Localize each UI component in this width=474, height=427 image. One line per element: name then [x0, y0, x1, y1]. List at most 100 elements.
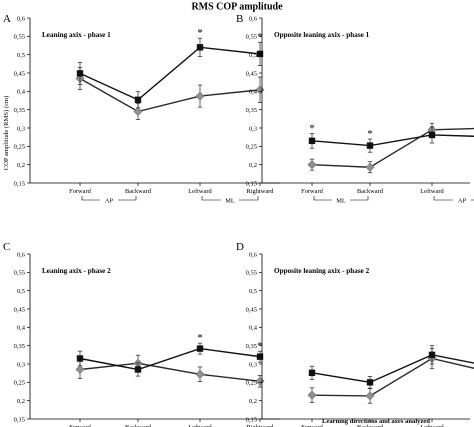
y-tick-label: 0,6	[249, 251, 258, 258]
group-label: AP	[458, 197, 467, 204]
panel-title: Opposite leaning axix - phase 1	[274, 31, 370, 39]
group-bracket-left	[81, 196, 100, 201]
series-square	[308, 345, 474, 389]
y-tick-label: 0,3	[249, 125, 257, 132]
y-tick-label: 0,55	[14, 270, 25, 277]
y-tick-label: 0,4	[17, 89, 26, 96]
chart-panel-c: C Leaning axix - phase 2 0,15 0,2 0,25 0,3 0,3…	[3, 241, 280, 427]
x-tick-label: Forward	[301, 424, 323, 427]
series-line	[79, 77, 261, 113]
y-tick-label: 0,2	[249, 162, 257, 169]
significance-star: *	[257, 31, 263, 43]
x-tick-label: Backward	[125, 424, 152, 427]
y-tick-label: 0,3	[17, 361, 25, 368]
x-tick-label: Forward	[69, 424, 91, 427]
y-tick-label: 0,4	[249, 89, 258, 96]
data-point-square	[428, 131, 436, 139]
data-point-square	[428, 351, 436, 359]
y-tick-label: 0,6	[249, 15, 258, 22]
y-tick-label: 0,15	[246, 180, 257, 187]
y-tick-label: 0,15	[14, 416, 25, 423]
x-tick-label: Leftward	[420, 424, 444, 427]
y-tick-label: 0,3	[249, 361, 257, 368]
data-point-square	[196, 345, 204, 352]
y-tick-label: 0,25	[14, 380, 25, 387]
data-point-diamond	[307, 160, 317, 170]
x-tick-label: Backward	[357, 424, 384, 427]
panel-title: Leaning axix - phase 2	[42, 267, 111, 275]
series-line	[311, 357, 474, 397]
series-square	[76, 37, 264, 109]
y-tick-label: 0,5	[249, 288, 257, 295]
data-point-diamond	[195, 369, 205, 379]
chart-panel-d: D Opposite leaning axix - phase 2 0,15 0,2 0…	[236, 241, 474, 427]
panel-letter: A	[3, 13, 11, 25]
group-label: AP	[105, 197, 114, 204]
group-bracket-right	[239, 196, 259, 201]
series-line	[79, 347, 261, 371]
x-tick-label: Backward	[357, 188, 384, 195]
significance-star: *	[309, 123, 315, 135]
data-point-diamond	[365, 391, 375, 401]
y-tick-label: 0,35	[246, 107, 257, 114]
y-tick-label: 0,2	[17, 398, 25, 405]
data-point-square	[196, 44, 204, 51]
y-tick-label: 0,35	[14, 107, 25, 114]
y-tick-label: 0,6	[17, 251, 26, 258]
y-tick-label: 0,35	[14, 343, 25, 350]
significance-star: *	[197, 332, 203, 344]
y-tick-label: 0,15	[14, 180, 25, 187]
series-square	[76, 342, 264, 377]
group-bracket-right	[118, 196, 137, 201]
significance-star: *	[367, 128, 373, 140]
data-point-square	[134, 366, 142, 373]
y-tick-label: 0,45	[14, 306, 25, 313]
y-tick-label: 0,6	[17, 15, 26, 22]
y-tick-label: 0,55	[246, 34, 257, 41]
y-tick-label: 0,3	[17, 125, 25, 132]
y-tick-label: 0,55	[14, 34, 25, 41]
group-bracket-right	[350, 196, 369, 201]
series-diamond	[307, 122, 474, 174]
series-line	[311, 134, 474, 147]
y-tick-label: 0,45	[14, 70, 25, 77]
series-line	[311, 127, 474, 168]
significance-star: *	[197, 27, 203, 39]
series-line	[79, 362, 261, 382]
significance-star: *	[257, 340, 263, 352]
data-point-diamond	[307, 390, 317, 400]
data-point-diamond	[195, 91, 205, 101]
series-line	[311, 354, 474, 384]
data-point-diamond	[255, 85, 265, 95]
x-tick-label: Rightward	[247, 424, 275, 427]
y-tick-label: 0,4	[17, 325, 26, 332]
panel-letter: C	[3, 241, 10, 253]
data-point-diamond	[75, 364, 85, 375]
y-tick-label: 0,5	[17, 52, 25, 59]
y-tick-label: 0,45	[246, 306, 257, 313]
y-tick-label: 0,5	[17, 288, 25, 295]
series-diamond	[75, 67, 265, 120]
panel-letter: D	[236, 241, 244, 253]
y-tick-label: 0,25	[246, 144, 257, 151]
group-bracket-left	[201, 196, 221, 201]
group-label: ML	[225, 197, 235, 204]
chart-panel-a: A Leaning axix - phase 1 0,15 0,2 0,25 0,3 0,3…	[3, 13, 280, 204]
series-square	[308, 126, 474, 153]
data-point-square	[76, 355, 84, 362]
data-point-square	[308, 369, 316, 376]
y-tick-label: 0,15	[246, 416, 257, 423]
x-tick-label: Forward	[69, 188, 91, 195]
y-tick-label: 0,4	[249, 325, 258, 332]
x-tick-label: Backward	[125, 188, 152, 195]
data-point-square	[308, 137, 316, 145]
data-point-square	[134, 96, 142, 103]
panel-title: Opposite leaning axix - phase 2	[274, 267, 370, 275]
group-bracket-left	[313, 196, 332, 201]
x-tick-label: Leftward	[420, 188, 444, 195]
figure-title: RMS COP amplitude	[191, 2, 283, 13]
data-point-diamond	[365, 162, 375, 172]
y-tick-label: 0,2	[249, 398, 257, 405]
data-point-square	[256, 50, 264, 58]
